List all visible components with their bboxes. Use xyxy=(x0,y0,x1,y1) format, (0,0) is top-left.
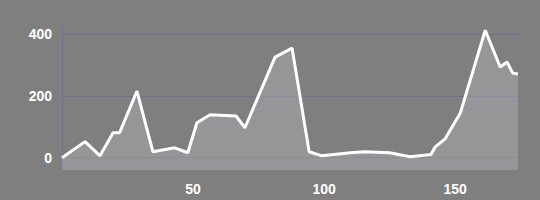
svg-text:0: 0 xyxy=(44,150,52,166)
svg-text:50: 50 xyxy=(185,181,201,197)
svg-text:150: 150 xyxy=(443,181,467,197)
svg-text:100: 100 xyxy=(312,181,336,197)
svg-text:200: 200 xyxy=(29,88,53,104)
svg-text:400: 400 xyxy=(29,26,53,42)
